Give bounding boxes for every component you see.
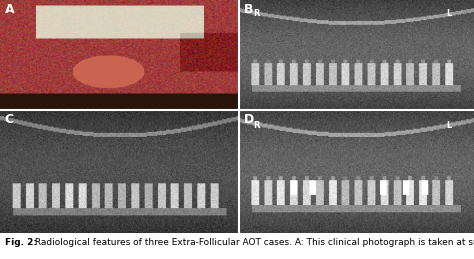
Text: Fig. 2:: Fig. 2: — [5, 238, 37, 247]
Text: L: L — [446, 9, 451, 18]
Text: D: D — [244, 113, 255, 126]
Text: B: B — [244, 3, 254, 16]
Text: Radiological features of three Extra-Follicular AOT cases. A: This clinical phot: Radiological features of three Extra-Fol… — [32, 238, 474, 247]
Text: A: A — [5, 3, 14, 16]
Text: R: R — [254, 121, 260, 130]
Text: C: C — [5, 113, 14, 126]
Text: L: L — [446, 121, 451, 130]
Text: R: R — [254, 9, 260, 18]
